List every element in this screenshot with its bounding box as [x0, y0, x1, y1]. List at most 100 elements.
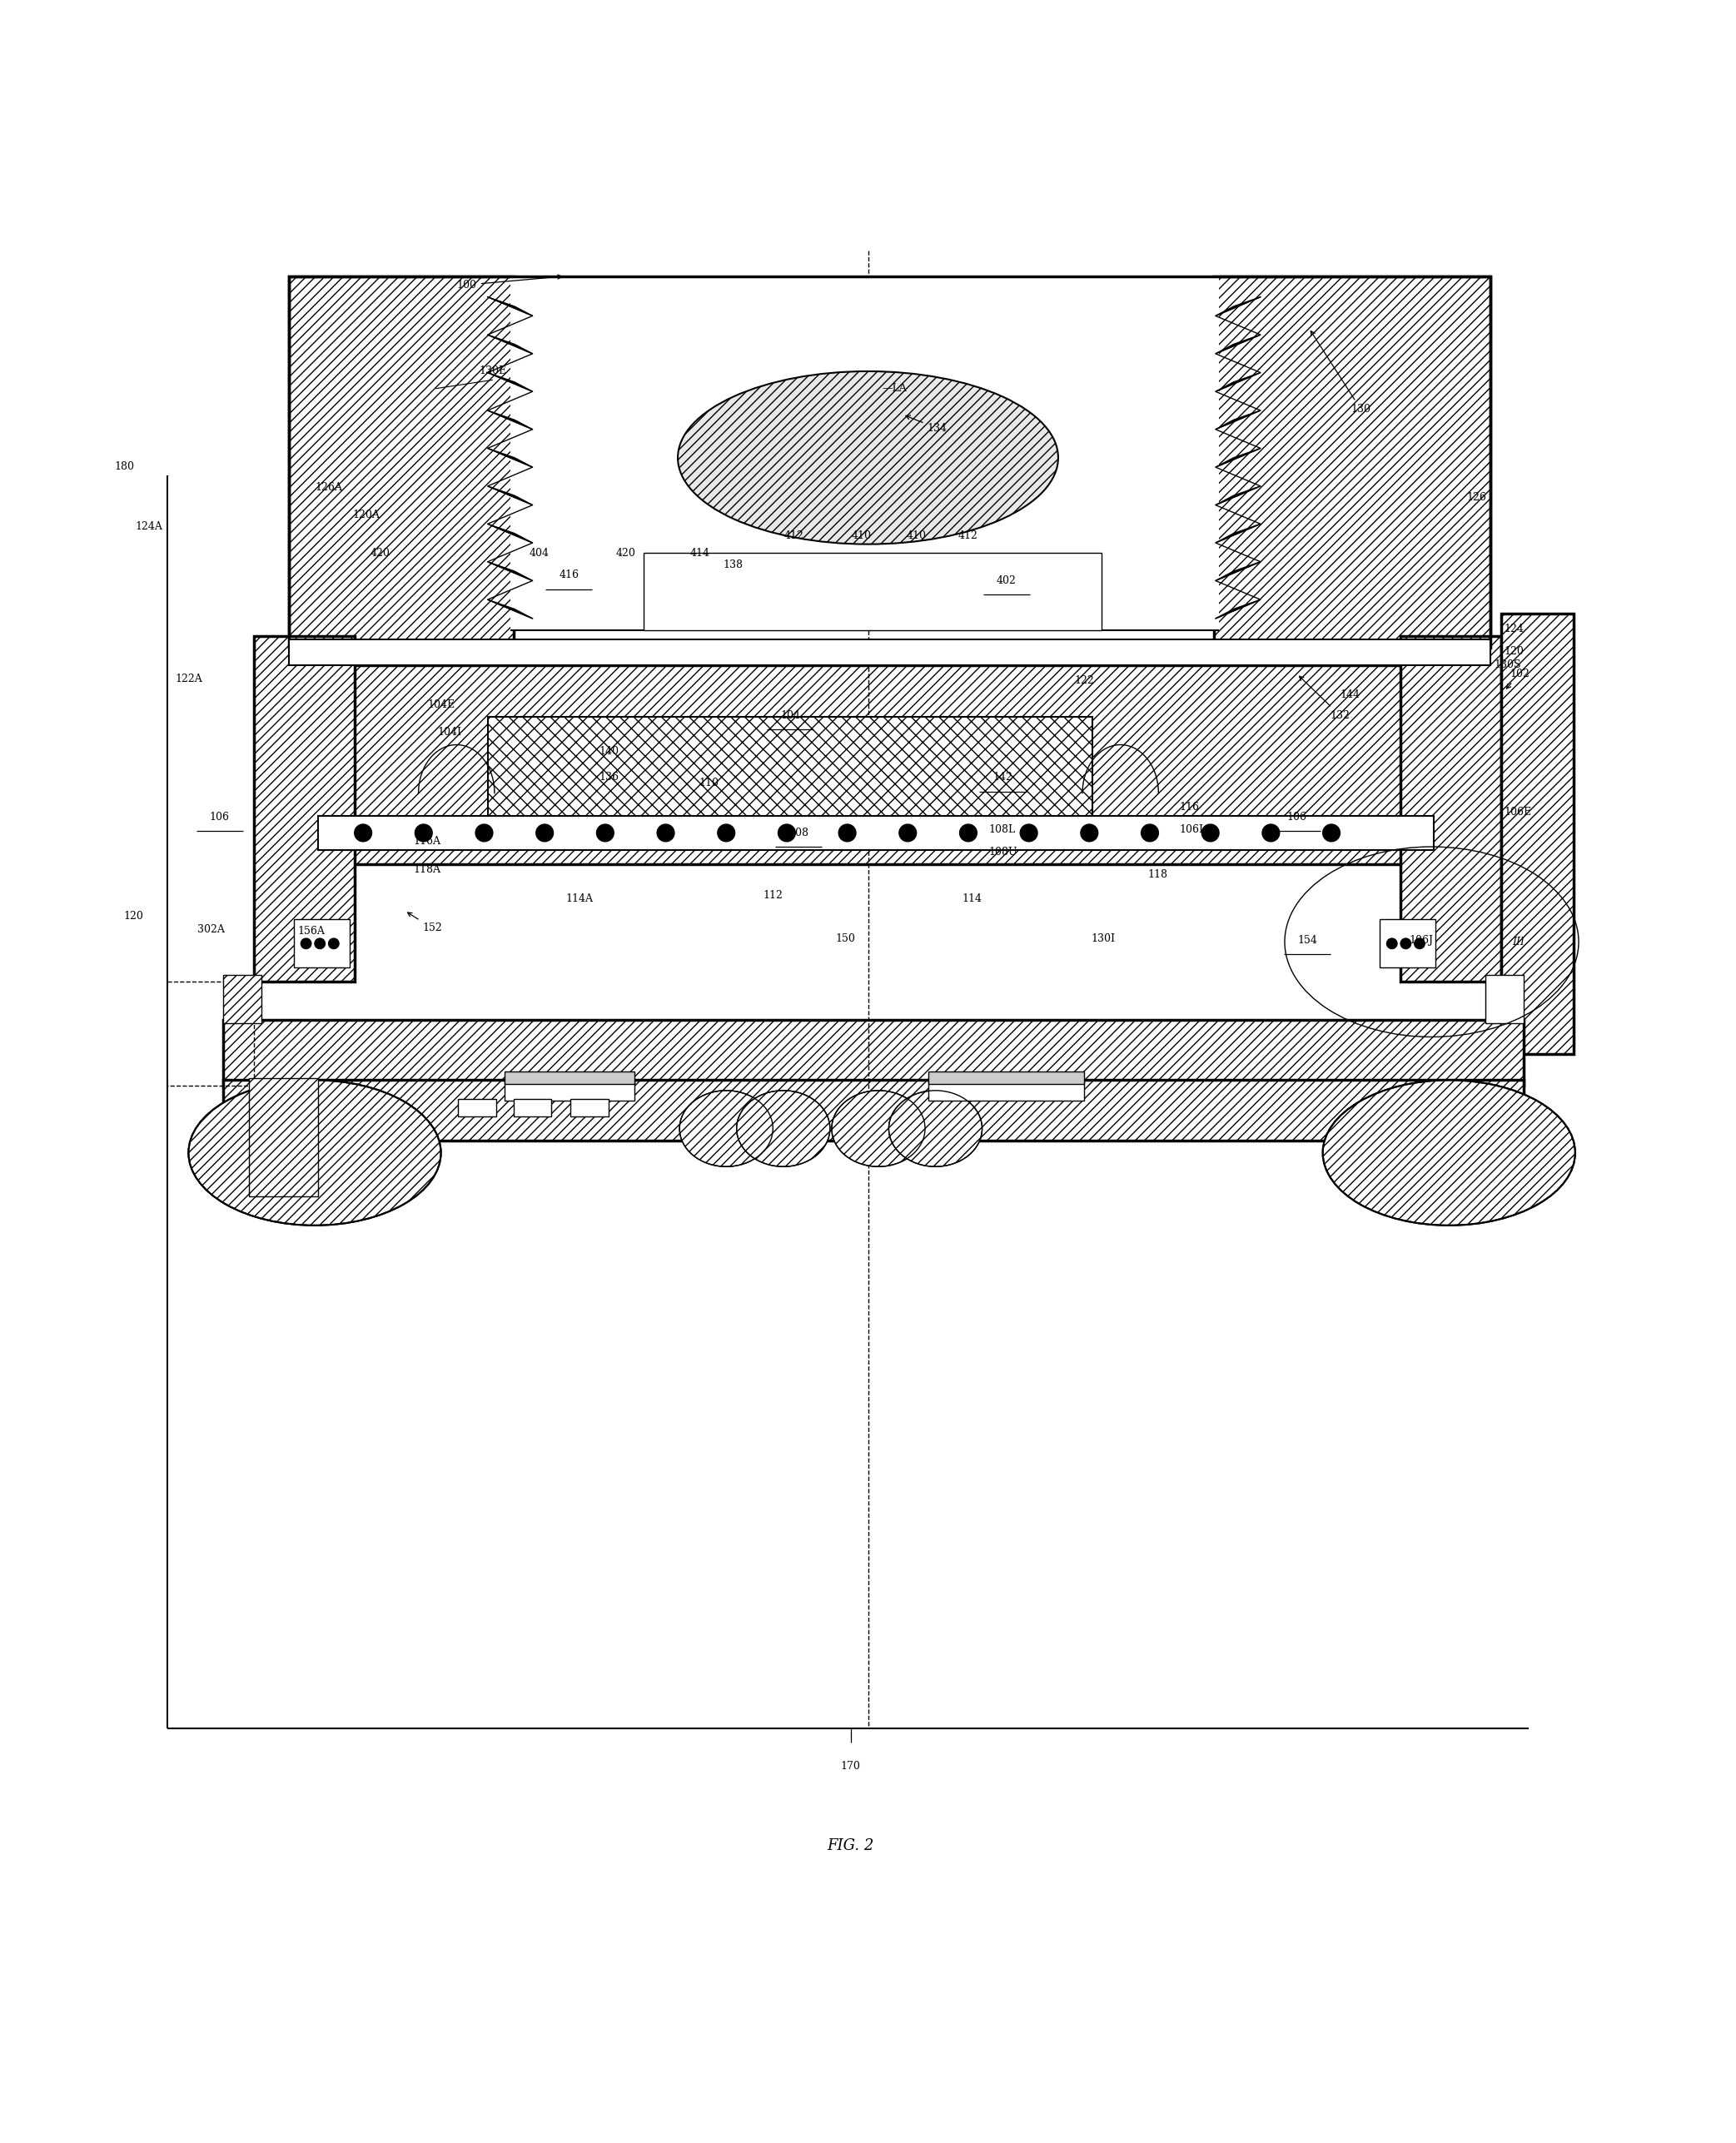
- Text: 122: 122: [1075, 675, 1094, 686]
- Text: 120A: 120A: [352, 510, 380, 521]
- Polygon shape: [488, 334, 533, 354]
- Bar: [644, 553, 1101, 630]
- Text: 170: 170: [840, 1762, 861, 1772]
- Circle shape: [314, 939, 325, 949]
- Bar: [248, 1078, 318, 1196]
- Bar: [222, 1080, 1522, 1140]
- Text: 404: 404: [529, 546, 550, 557]
- Circle shape: [1323, 825, 1340, 842]
- Polygon shape: [1215, 523, 1260, 542]
- Text: 410: 410: [906, 529, 927, 540]
- Text: 130E: 130E: [479, 366, 507, 377]
- Text: 106: 106: [1286, 812, 1307, 823]
- Bar: [1401, 636, 1502, 981]
- Ellipse shape: [832, 1091, 925, 1166]
- Circle shape: [1401, 939, 1411, 949]
- Text: 118: 118: [1147, 870, 1168, 881]
- Circle shape: [1082, 825, 1097, 842]
- Text: 122A: 122A: [175, 673, 201, 684]
- Bar: [1187, 276, 1219, 630]
- Ellipse shape: [677, 371, 1059, 544]
- Text: —LA: —LA: [882, 384, 906, 394]
- Text: 402: 402: [996, 574, 1016, 585]
- Text: 116A: 116A: [413, 836, 441, 846]
- Text: 106: 106: [210, 812, 229, 823]
- Ellipse shape: [189, 1080, 441, 1226]
- Text: 156A: 156A: [297, 926, 325, 936]
- Polygon shape: [488, 523, 533, 542]
- Text: 412: 412: [783, 529, 804, 540]
- Text: 142: 142: [993, 771, 1012, 782]
- Bar: [222, 1020, 1522, 1084]
- Text: 114: 114: [962, 894, 983, 904]
- Text: 124: 124: [1505, 624, 1524, 634]
- Text: 114A: 114A: [566, 894, 594, 904]
- Text: III: III: [1512, 936, 1524, 947]
- Text: 118A: 118A: [413, 864, 441, 874]
- Text: 104: 104: [779, 709, 800, 720]
- Polygon shape: [488, 448, 533, 467]
- Polygon shape: [488, 298, 533, 315]
- Circle shape: [838, 825, 856, 842]
- Bar: [1486, 975, 1522, 1022]
- Text: 104E: 104E: [427, 699, 455, 709]
- Bar: [510, 276, 1219, 630]
- Bar: [929, 1072, 1085, 1084]
- Circle shape: [1141, 825, 1158, 842]
- Text: 130: 130: [1311, 330, 1371, 416]
- Bar: [1502, 613, 1573, 1054]
- Text: 102: 102: [1507, 669, 1529, 688]
- Text: 100: 100: [457, 274, 562, 289]
- Text: 130I: 130I: [1092, 932, 1115, 943]
- Ellipse shape: [736, 1091, 830, 1166]
- Text: 106J: 106J: [1410, 934, 1434, 945]
- Bar: [929, 1080, 1085, 1102]
- Polygon shape: [488, 411, 533, 429]
- Bar: [458, 1099, 496, 1117]
- Text: 112: 112: [762, 889, 783, 900]
- Text: 120: 120: [1505, 645, 1524, 656]
- Circle shape: [354, 825, 372, 842]
- Text: 144: 144: [1340, 690, 1359, 701]
- Circle shape: [1262, 825, 1279, 842]
- Circle shape: [1387, 939, 1397, 949]
- Bar: [505, 1080, 635, 1102]
- Text: 302A: 302A: [198, 924, 224, 934]
- Bar: [288, 639, 1491, 664]
- Bar: [505, 1072, 635, 1084]
- Polygon shape: [488, 561, 533, 581]
- Text: 138: 138: [724, 559, 743, 570]
- Text: 108U: 108U: [990, 846, 1017, 857]
- Circle shape: [415, 825, 432, 842]
- Text: 108: 108: [788, 827, 809, 838]
- Circle shape: [960, 825, 977, 842]
- Polygon shape: [1215, 486, 1260, 506]
- Text: 106E: 106E: [1505, 806, 1531, 819]
- Text: FIG. 2: FIG. 2: [828, 1839, 875, 1854]
- Polygon shape: [488, 600, 533, 619]
- Circle shape: [1415, 939, 1425, 949]
- Circle shape: [656, 825, 674, 842]
- Circle shape: [1021, 825, 1038, 842]
- Circle shape: [717, 825, 734, 842]
- Bar: [1380, 919, 1436, 969]
- Ellipse shape: [1323, 1080, 1575, 1226]
- Polygon shape: [1215, 411, 1260, 429]
- Text: 126: 126: [1467, 493, 1486, 504]
- Text: 130S: 130S: [1495, 660, 1521, 671]
- Polygon shape: [1215, 298, 1260, 315]
- Polygon shape: [1215, 561, 1260, 581]
- Polygon shape: [1215, 373, 1260, 392]
- Text: 140: 140: [599, 746, 618, 756]
- Text: 150: 150: [835, 932, 856, 943]
- Bar: [293, 919, 349, 969]
- Text: 104I: 104I: [437, 726, 462, 737]
- Text: 154: 154: [1297, 934, 1318, 945]
- Circle shape: [536, 825, 554, 842]
- Bar: [253, 636, 354, 981]
- Bar: [288, 664, 1491, 864]
- Text: 126A: 126A: [314, 482, 342, 493]
- Circle shape: [328, 939, 339, 949]
- Bar: [222, 975, 260, 1022]
- Bar: [488, 718, 1092, 821]
